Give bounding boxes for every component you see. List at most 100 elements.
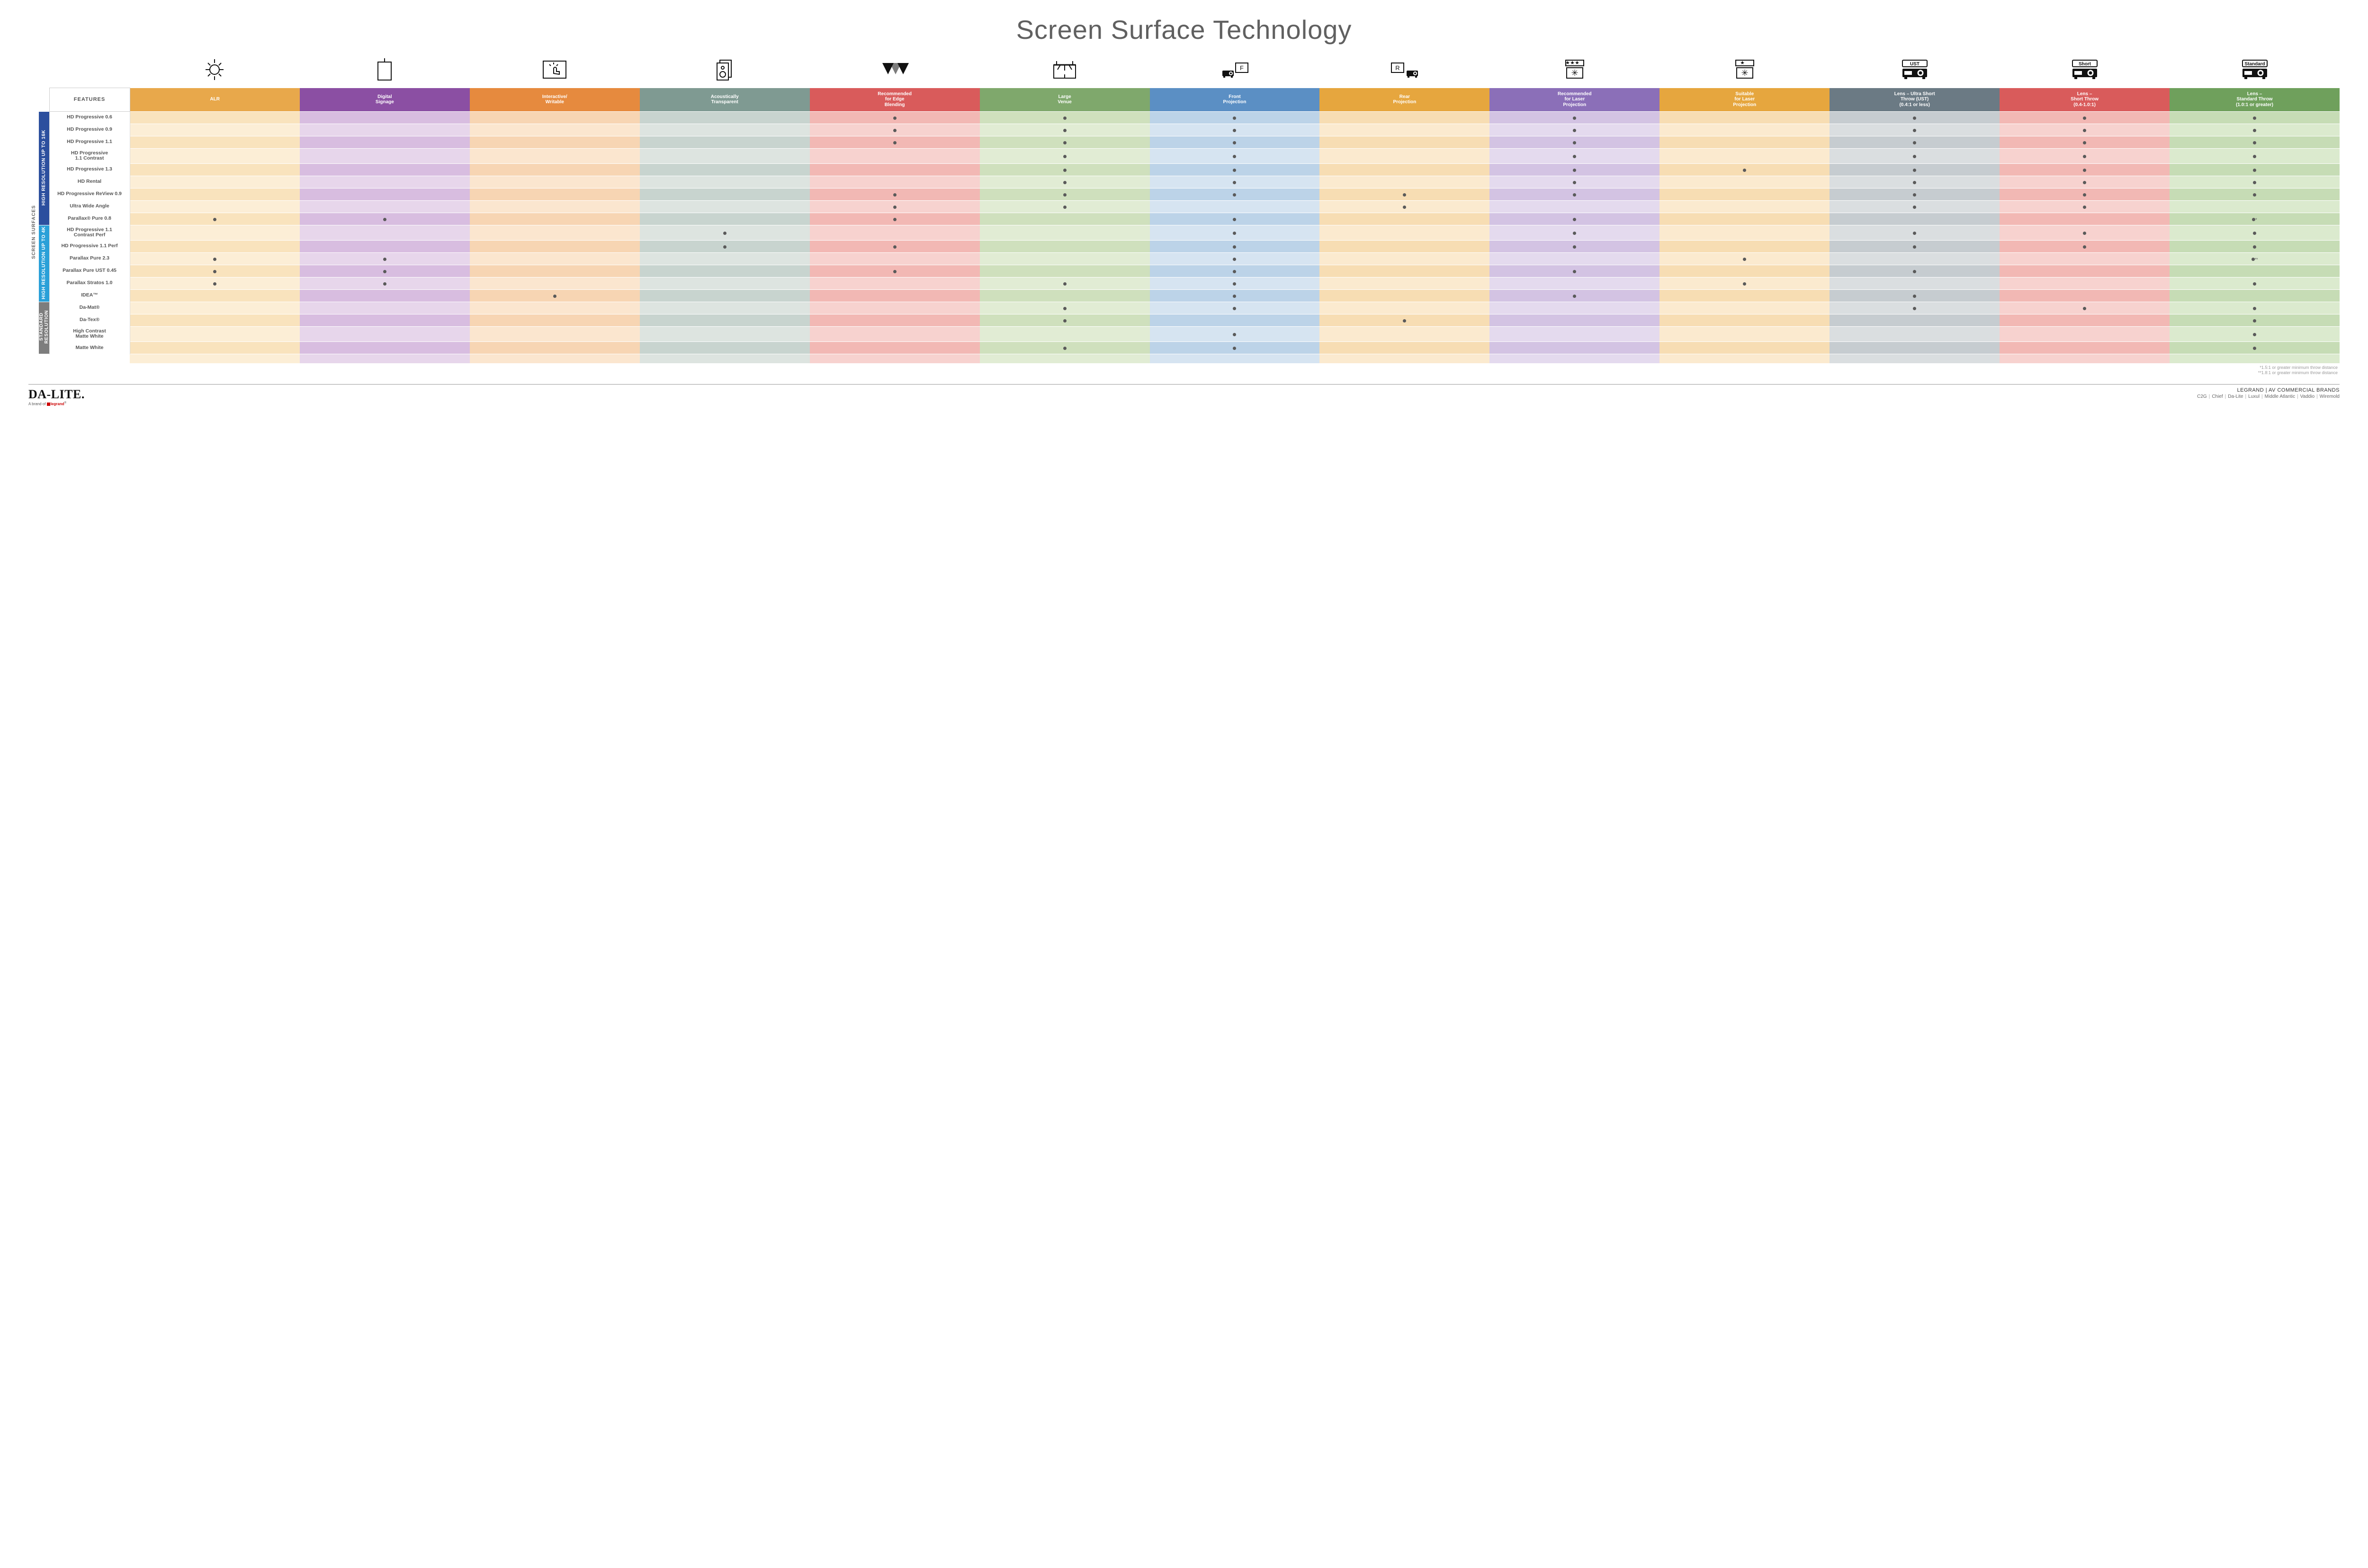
svg-text:✳: ✳ — [1741, 68, 1748, 78]
dot-icon — [2253, 245, 2256, 249]
table-cell — [130, 124, 300, 136]
dot-icon — [1233, 155, 1236, 158]
table-cell — [1489, 188, 1659, 200]
table-cell — [1830, 302, 2000, 314]
table-cell — [1489, 341, 1659, 354]
dot-icon — [2253, 141, 2256, 144]
table-cell — [1659, 200, 1830, 213]
dot-icon — [1573, 218, 1576, 221]
table-cell — [1659, 314, 1830, 326]
dot-icon — [1913, 155, 1916, 158]
table-cell — [980, 213, 1150, 225]
table-cell — [1489, 326, 1659, 341]
table-cell — [1489, 213, 1659, 225]
table-cell — [1659, 326, 1830, 341]
table-cell — [640, 213, 810, 225]
dot-icon — [893, 270, 897, 273]
table-cell — [300, 341, 470, 354]
dot-icon — [2253, 155, 2256, 158]
dot-icon — [2253, 319, 2256, 323]
venue-icon — [1051, 59, 1078, 80]
table-cell — [1489, 148, 1659, 163]
dot-icon — [1743, 169, 1746, 172]
table-cell — [2000, 213, 2170, 225]
dot-icon — [1233, 270, 1236, 273]
dot-icon — [1233, 218, 1236, 221]
table-cell — [1319, 213, 1489, 225]
table-cell — [300, 326, 470, 341]
footnotes: *1.5:1 or greater minimum throw distance… — [28, 363, 2340, 376]
dot-icon — [1233, 347, 1236, 350]
table-cell — [300, 148, 470, 163]
dot-icon — [2253, 193, 2256, 197]
dot-icon — [1233, 129, 1236, 132]
column-header: Lens – Ultra ShortThrow (UST)(0.4:1 or l… — [1830, 88, 2000, 111]
table-cell — [810, 225, 980, 240]
proj-icon: Short — [2070, 58, 2100, 81]
col-icon-cell: ★★★✳ — [1489, 54, 1659, 88]
table-cell — [2170, 176, 2340, 188]
table-cell — [980, 314, 1150, 326]
dot-icon — [1063, 181, 1067, 184]
table-cell — [2000, 111, 2170, 124]
col-icon-cell: Standard — [2170, 54, 2340, 88]
dot-icon — [1233, 116, 1236, 120]
table-cell — [1659, 124, 1830, 136]
dot-icon — [1233, 307, 1236, 310]
features-header: FEATURES — [49, 88, 130, 111]
table-cell — [640, 252, 810, 265]
row-label: HD Rental — [49, 176, 130, 188]
table-cell — [1830, 240, 2000, 252]
dot-icon — [1573, 193, 1576, 197]
table-cell — [640, 176, 810, 188]
table-cell — [640, 277, 810, 289]
table-cell: * — [2170, 213, 2340, 225]
table-cell — [130, 314, 300, 326]
table-cell — [1319, 277, 1489, 289]
brand-item: Luxul — [2248, 394, 2260, 399]
row-label: Da-Mat® — [49, 302, 130, 314]
table-cell — [640, 225, 810, 240]
row-label: High ContrastMatte White — [49, 326, 130, 341]
table-cell — [640, 136, 810, 148]
dot-icon — [1063, 206, 1067, 209]
dot-icon — [1913, 193, 1916, 197]
svg-text:✳: ✳ — [1571, 68, 1578, 78]
table-cell — [2170, 200, 2340, 213]
dot-icon — [2083, 155, 2086, 158]
table-cell — [1830, 136, 2000, 148]
table-cell — [640, 200, 810, 213]
table-cell — [980, 176, 1150, 188]
row-label: Parallax® Pure 0.8 — [49, 213, 130, 225]
table-cell — [980, 124, 1150, 136]
dot-icon — [2083, 193, 2086, 197]
col-icon-cell: ★✳ — [1659, 54, 1830, 88]
table-cell — [2170, 163, 2340, 176]
table-cell — [980, 326, 1150, 341]
svg-text:UST: UST — [1910, 62, 1920, 67]
dot-icon — [1743, 282, 1746, 286]
dot-icon — [1573, 141, 1576, 144]
dot-icon — [1573, 129, 1576, 132]
dot-icon — [893, 206, 897, 209]
table-cell — [810, 111, 980, 124]
table-cell — [130, 252, 300, 265]
table-cell — [1319, 302, 1489, 314]
table-cell — [1319, 136, 1489, 148]
table-cell — [1489, 265, 1659, 277]
dot-icon — [893, 193, 897, 197]
row-label: Da-Tex® — [49, 314, 130, 326]
table-cell — [1659, 341, 1830, 354]
table-cell — [2170, 225, 2340, 240]
col-icon-cell: R — [1319, 54, 1489, 88]
table-cell — [470, 265, 640, 277]
table-cell — [1319, 124, 1489, 136]
table-cell — [1830, 163, 2000, 176]
dot-icon — [1063, 307, 1067, 310]
table-cell — [810, 124, 980, 136]
table-cell — [1659, 176, 1830, 188]
row-label: Parallax Pure 2.3 — [49, 252, 130, 265]
row-label: HD Progressive ReView 0.9 — [49, 188, 130, 200]
table-cell — [2170, 136, 2340, 148]
table-cell — [1659, 148, 1830, 163]
